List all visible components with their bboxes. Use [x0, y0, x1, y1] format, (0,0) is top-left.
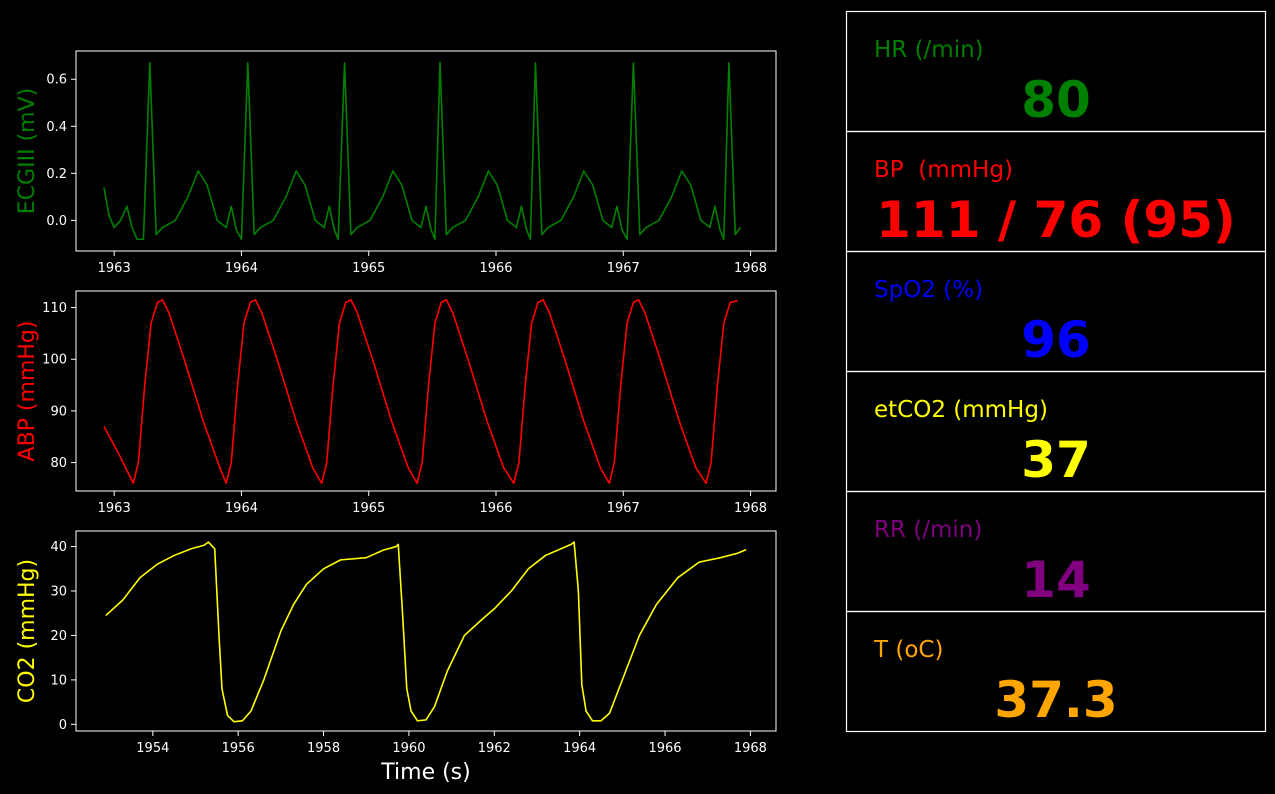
- signal-line: [105, 541, 747, 723]
- y-tick-label: 30: [50, 585, 67, 600]
- x-tick-label: 1962: [478, 741, 511, 756]
- signal-line: [103, 298, 738, 485]
- y-axis-label: ECGIII (mV): [15, 88, 40, 214]
- y-tick-label: 0.4: [46, 120, 67, 135]
- vital-value: 80: [1021, 71, 1091, 129]
- x-tick-label: 1968: [734, 261, 767, 276]
- vital-value: 96: [1021, 311, 1091, 369]
- x-tick-label: 1964: [563, 741, 596, 756]
- vital-label: BP (mmHg): [874, 157, 1013, 183]
- x-tick-label: 1958: [307, 741, 340, 756]
- x-tick-label: 1965: [352, 261, 385, 276]
- x-tick-label: 1966: [479, 501, 512, 516]
- y-tick-label: 0: [59, 718, 67, 733]
- vital-label: SpO2 (%): [874, 277, 983, 303]
- y-tick-label: 0.2: [46, 167, 67, 182]
- y-tick-label: 20: [50, 629, 67, 644]
- y-tick-label: 100: [42, 353, 67, 368]
- x-tick-label: 1960: [392, 741, 425, 756]
- vital-label: RR (/min): [874, 517, 982, 543]
- x-tick-label: 1967: [607, 501, 640, 516]
- y-tick-label: 0.0: [46, 214, 67, 229]
- y-tick-label: 110: [42, 301, 67, 316]
- x-tick-label: 1954: [136, 741, 169, 756]
- plot-frame: [75, 290, 777, 492]
- x-axis-label: Time (s): [380, 760, 470, 785]
- y-axis-label: CO2 (mmHg): [15, 559, 40, 703]
- y-tick-label: 80: [50, 456, 67, 471]
- vital-value: 14: [1021, 551, 1091, 609]
- x-tick-label: 1964: [225, 261, 258, 276]
- x-tick-label: 1967: [607, 261, 640, 276]
- vital-value: 37: [1021, 431, 1091, 489]
- x-tick-label: 1968: [734, 741, 767, 756]
- y-tick-label: 0.6: [46, 73, 67, 88]
- vital-label: etCO2 (mmHg): [874, 397, 1048, 423]
- y-tick-label: 90: [50, 404, 67, 419]
- x-tick-label: 1966: [648, 741, 681, 756]
- y-axis-label: ABP (mmHg): [15, 321, 40, 462]
- vital-label: T (oC): [873, 637, 943, 663]
- x-tick-label: 1968: [734, 501, 767, 516]
- x-tick-label: 1965: [352, 501, 385, 516]
- vital-label: HR (/min): [874, 37, 984, 63]
- x-tick-label: 1963: [98, 261, 131, 276]
- x-tick-label: 1964: [225, 501, 258, 516]
- vital-value: 111 / 76 (95): [876, 191, 1236, 249]
- x-tick-label: 1956: [222, 741, 255, 756]
- plot-frame: [75, 530, 777, 732]
- plot-frame: [75, 50, 777, 252]
- x-tick-label: 1966: [479, 261, 512, 276]
- vital-box: [845, 610, 1267, 733]
- y-tick-label: 10: [50, 673, 67, 688]
- y-tick-label: 40: [50, 540, 67, 555]
- signal-line: [103, 61, 742, 241]
- x-tick-label: 1963: [98, 501, 131, 516]
- vital-value: 37.3: [994, 671, 1117, 729]
